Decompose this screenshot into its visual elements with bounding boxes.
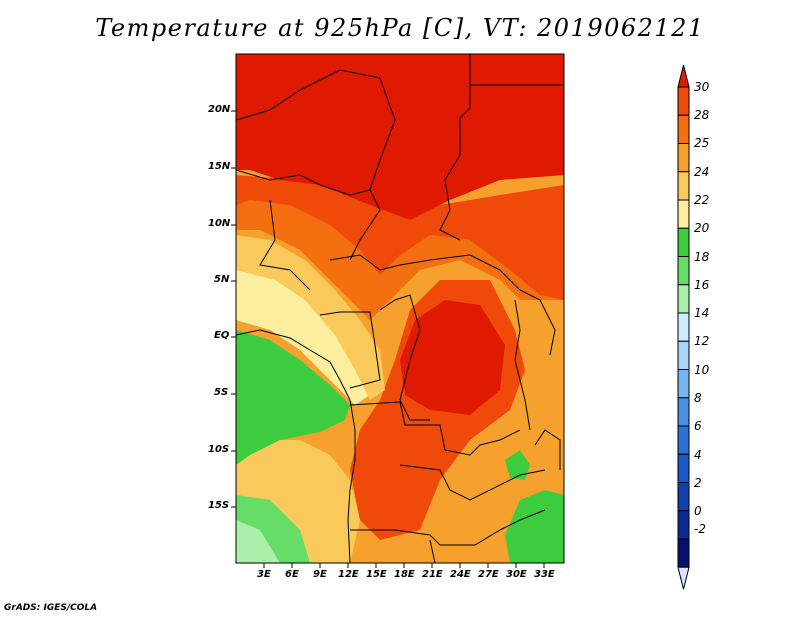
border-gabon xyxy=(319,311,381,389)
lon-label: 3E xyxy=(257,569,271,580)
lon-label: 9E xyxy=(313,569,327,580)
colorbar-label: 18 xyxy=(694,250,710,264)
colorbar-swatch xyxy=(677,425,690,455)
field-28-30-north xyxy=(236,54,564,220)
border-sahel xyxy=(236,169,371,196)
border-north-b xyxy=(439,54,471,241)
lat-label: 20N xyxy=(208,104,231,115)
colorbar-swatch xyxy=(677,510,690,540)
country-borders xyxy=(236,54,564,563)
field-16-18-southeast xyxy=(505,490,564,563)
map-title: Temperature at 925hPa [C], VT: 201906212… xyxy=(95,14,705,42)
colorbar-label: 30 xyxy=(694,80,710,94)
temperature-field xyxy=(236,54,564,563)
lat-label: 15S xyxy=(208,500,230,511)
lon-label: 21E xyxy=(422,569,443,580)
border-east xyxy=(514,299,531,431)
border-west-a xyxy=(259,199,311,291)
colorbar-label: 0 xyxy=(694,504,702,518)
colorbar-swatch xyxy=(677,199,690,229)
lat-ticks xyxy=(231,110,236,508)
field-20-22 xyxy=(236,235,385,400)
lon-label: 18E xyxy=(394,569,415,580)
lon-label: 15E xyxy=(366,569,387,580)
colorbar xyxy=(677,64,690,590)
colorbar-label: 8 xyxy=(694,391,702,405)
lon-label: 24E xyxy=(450,569,471,580)
lon-label: 6E xyxy=(285,569,299,580)
field-16-18-lakes xyxy=(505,450,530,480)
colorbar-label: 22 xyxy=(694,193,710,207)
colorbar-swatch xyxy=(677,538,690,568)
field-25-28-north xyxy=(236,175,564,300)
colorbar-label: 28 xyxy=(694,108,710,122)
colorbar-label: 6 xyxy=(694,419,702,433)
colorbar-label: 4 xyxy=(694,448,702,462)
border-west-b xyxy=(329,254,556,356)
field-14-16 xyxy=(236,495,310,563)
colorbar-swatch xyxy=(677,340,690,370)
lat-label: 5S xyxy=(214,387,229,398)
colorbar-label: 20 xyxy=(694,221,710,235)
border-congo xyxy=(379,294,430,421)
colorbar-label: -2 xyxy=(694,522,706,536)
colorbar-label: 12 xyxy=(694,334,710,348)
field-28-30-core xyxy=(400,300,505,415)
colorbar-swatch xyxy=(677,453,690,483)
map-frame xyxy=(235,53,565,564)
colorbar-label: 24 xyxy=(694,165,710,179)
border-angola xyxy=(399,464,546,501)
lon-label: 27E xyxy=(478,569,499,580)
colorbar-swatch xyxy=(677,171,690,201)
colorbar-swatch xyxy=(677,114,690,144)
field-18-20 xyxy=(236,262,370,405)
colorbar-swatch xyxy=(677,284,690,314)
border-se xyxy=(534,429,561,470)
colorbar-label: 25 xyxy=(694,136,710,150)
lon-ticks xyxy=(263,563,545,568)
colorbar-bottom-cap xyxy=(677,566,690,590)
lat-label: 10S xyxy=(208,444,230,455)
border-botswana xyxy=(429,539,436,563)
colorbar-swatch xyxy=(677,312,690,342)
border-north-a xyxy=(236,69,396,261)
colorbar-swatch xyxy=(677,482,690,512)
lat-label: 5N xyxy=(214,274,230,285)
lat-label: EQ xyxy=(214,330,230,341)
lat-label: 10N xyxy=(208,218,231,229)
colorbar-label: 2 xyxy=(694,476,702,490)
colorbar-swatch xyxy=(677,86,690,116)
colorbar-swatch xyxy=(677,143,690,173)
colorbar-swatch xyxy=(677,369,690,399)
lon-label: 30E xyxy=(506,569,527,580)
border-drc-south xyxy=(349,401,521,456)
lon-label: 12E xyxy=(338,569,359,580)
lon-label: 33E xyxy=(534,569,555,580)
colorbar-swatch xyxy=(677,397,690,427)
colorbar-label: 16 xyxy=(694,278,710,292)
colorbar-label: 10 xyxy=(694,363,710,377)
lat-label: 15N xyxy=(208,161,231,172)
border-coastline xyxy=(236,329,356,563)
colorbar-swatch xyxy=(677,227,690,257)
colorbar-swatch xyxy=(677,256,690,286)
colorbar-top-cap xyxy=(677,64,690,88)
border-namibia xyxy=(350,509,546,546)
field-16-18 xyxy=(236,330,350,465)
footer-credit: GrADS: IGES/COLA xyxy=(4,603,98,613)
colorbar-label: 14 xyxy=(694,306,710,320)
